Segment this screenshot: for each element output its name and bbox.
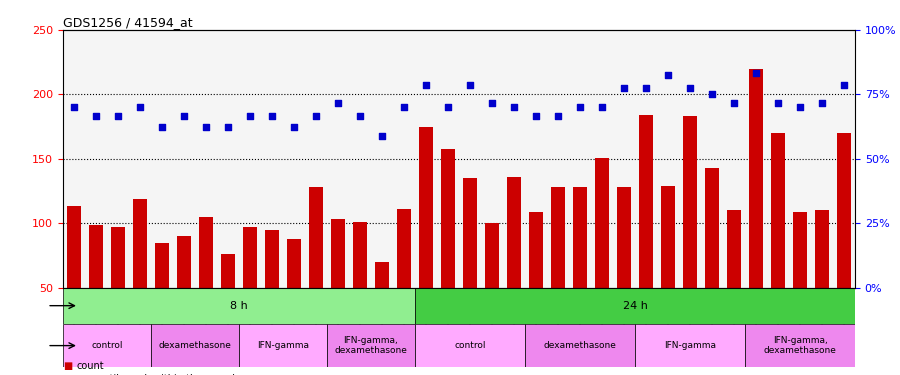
- Point: [727, 100, 742, 106]
- Text: IFN-gamma,
dexamethasone: IFN-gamma, dexamethasone: [335, 336, 408, 355]
- Bar: [771, 133, 785, 352]
- Bar: [750, 69, 762, 352]
- Bar: [441, 148, 454, 352]
- Bar: [68, 207, 81, 352]
- Point: [374, 133, 389, 139]
- Text: control: control: [454, 341, 486, 350]
- Bar: [662, 186, 675, 352]
- Point: [265, 113, 279, 119]
- Bar: [112, 227, 124, 352]
- Bar: [727, 210, 741, 352]
- Point: [793, 104, 807, 110]
- Text: ■: ■: [63, 374, 72, 375]
- Point: [507, 104, 521, 110]
- Bar: [508, 177, 520, 352]
- Bar: [639, 115, 652, 352]
- Bar: [419, 127, 433, 352]
- Bar: [794, 211, 806, 352]
- Point: [837, 82, 851, 88]
- Bar: [617, 187, 631, 352]
- Bar: [133, 199, 147, 352]
- Text: count: count: [76, 361, 104, 371]
- Text: dexamethasone: dexamethasone: [544, 341, 617, 350]
- Point: [287, 124, 302, 130]
- Point: [814, 100, 829, 106]
- FancyBboxPatch shape: [635, 324, 745, 368]
- Bar: [398, 209, 410, 352]
- Bar: [287, 238, 301, 352]
- Bar: [573, 187, 587, 352]
- Point: [705, 92, 719, 98]
- Point: [67, 104, 81, 110]
- Bar: [683, 116, 697, 352]
- Bar: [310, 187, 322, 352]
- FancyBboxPatch shape: [327, 324, 415, 368]
- Text: GDS1256 / 41594_at: GDS1256 / 41594_at: [63, 16, 193, 29]
- Point: [353, 113, 367, 119]
- Point: [243, 113, 257, 119]
- Point: [595, 104, 609, 110]
- Point: [572, 104, 587, 110]
- Point: [331, 100, 346, 106]
- Bar: [89, 225, 103, 352]
- Point: [397, 104, 411, 110]
- Bar: [375, 262, 389, 352]
- Bar: [331, 219, 345, 352]
- Point: [220, 124, 235, 130]
- Point: [418, 82, 433, 88]
- Point: [616, 85, 631, 91]
- Bar: [815, 210, 829, 352]
- Bar: [156, 243, 168, 352]
- Point: [309, 113, 323, 119]
- Point: [661, 72, 675, 78]
- Point: [485, 100, 500, 106]
- Point: [441, 104, 455, 110]
- Text: ■: ■: [63, 361, 72, 371]
- FancyBboxPatch shape: [239, 324, 327, 368]
- Text: 24 h: 24 h: [623, 301, 647, 310]
- Point: [199, 124, 213, 130]
- Point: [463, 82, 477, 88]
- Point: [529, 113, 544, 119]
- Point: [749, 69, 763, 75]
- Bar: [529, 211, 543, 352]
- Text: control: control: [91, 341, 122, 350]
- Point: [89, 113, 104, 119]
- Point: [155, 124, 169, 130]
- Text: dexamethasone: dexamethasone: [158, 341, 231, 350]
- Text: percentile rank within the sample: percentile rank within the sample: [76, 374, 241, 375]
- Bar: [266, 230, 279, 352]
- Point: [639, 85, 653, 91]
- Bar: [706, 168, 718, 352]
- Bar: [464, 178, 477, 352]
- Text: IFN-gamma: IFN-gamma: [664, 341, 716, 350]
- FancyBboxPatch shape: [525, 324, 635, 368]
- Text: 8 h: 8 h: [230, 301, 248, 310]
- Bar: [485, 223, 499, 352]
- Point: [176, 113, 191, 119]
- Bar: [177, 236, 191, 352]
- Point: [111, 113, 125, 119]
- Point: [133, 104, 148, 110]
- Bar: [837, 133, 850, 352]
- FancyBboxPatch shape: [415, 324, 525, 368]
- Text: IFN-gamma,
dexamethasone: IFN-gamma, dexamethasone: [763, 336, 836, 355]
- Point: [770, 100, 785, 106]
- Bar: [243, 227, 256, 352]
- Bar: [596, 158, 608, 352]
- FancyBboxPatch shape: [63, 288, 415, 324]
- FancyBboxPatch shape: [63, 324, 151, 368]
- FancyBboxPatch shape: [151, 324, 239, 368]
- Point: [683, 85, 698, 91]
- Bar: [200, 217, 212, 352]
- Bar: [354, 222, 366, 352]
- FancyBboxPatch shape: [415, 288, 855, 324]
- Point: [551, 113, 565, 119]
- Bar: [552, 187, 564, 352]
- FancyBboxPatch shape: [745, 324, 855, 368]
- Text: IFN-gamma: IFN-gamma: [257, 341, 309, 350]
- Bar: [221, 254, 235, 352]
